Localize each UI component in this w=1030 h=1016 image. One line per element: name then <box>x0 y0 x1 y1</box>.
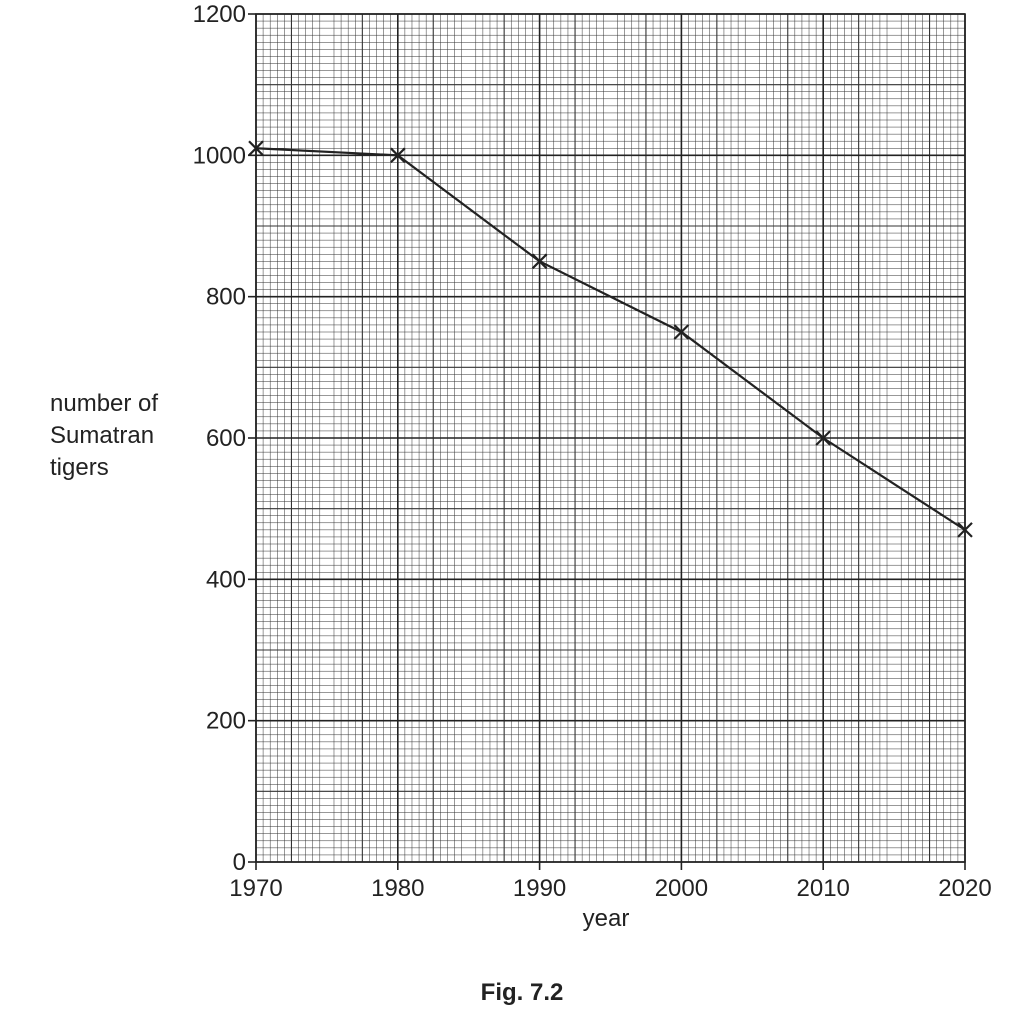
x-tick-label: 1970 <box>229 875 282 902</box>
x-tick-label: 1980 <box>371 875 424 902</box>
y-tick-label: 600 <box>206 425 246 452</box>
x-tick-label: 2020 <box>938 875 991 902</box>
data-marker <box>531 253 548 270</box>
y-axis-label: number of Sumatran tigers <box>50 390 159 481</box>
x-tick-label: 2000 <box>655 875 708 902</box>
y-tick-label: 800 <box>206 284 246 311</box>
data-marker <box>815 430 831 446</box>
y-tick-label: 200 <box>206 708 246 735</box>
y-tick-label: 0 <box>233 849 246 876</box>
x-tick-label: 1990 <box>513 875 566 902</box>
data-line <box>255 147 966 531</box>
y-tick-label: 1000 <box>193 142 246 169</box>
data-marker <box>248 140 264 157</box>
x-tick-label: 2010 <box>797 875 850 902</box>
y-tick-label: 1200 <box>193 1 246 28</box>
plot-frame <box>255 13 966 863</box>
x-axis-label: year <box>583 905 630 932</box>
data-marker <box>673 324 690 340</box>
y-tick-label: 400 <box>206 566 246 593</box>
data-marker <box>390 147 406 164</box>
caption: Fig. 7.2 <box>481 979 564 1006</box>
data-marker <box>957 522 973 538</box>
